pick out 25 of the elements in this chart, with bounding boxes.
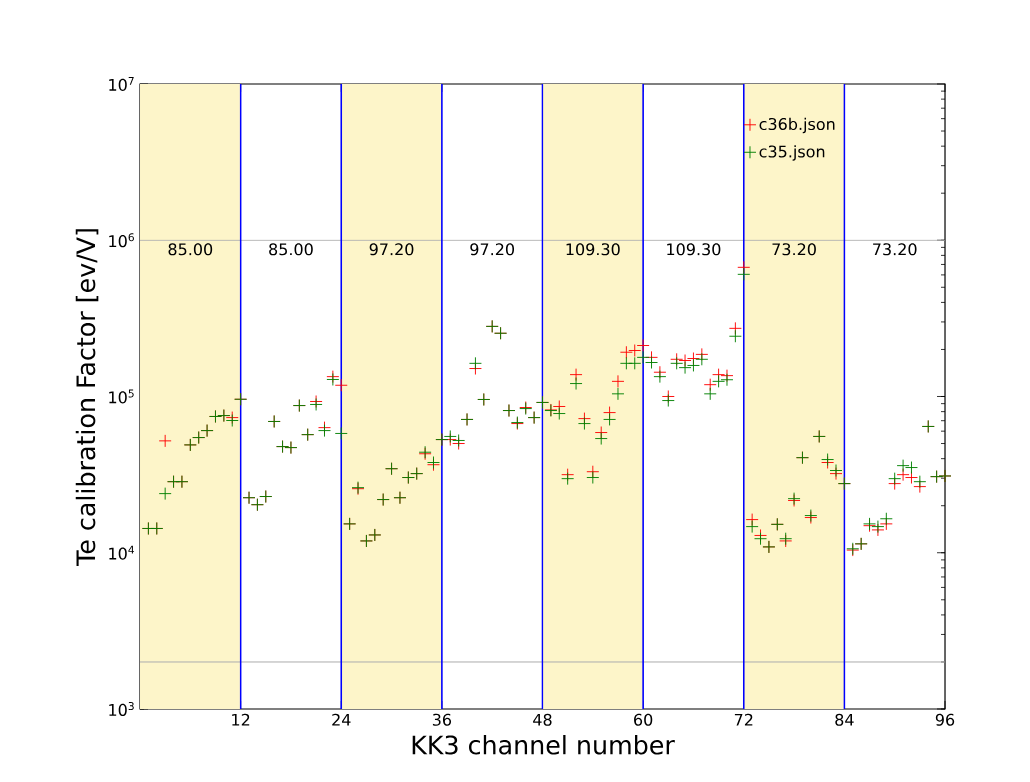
y-tick-label: 10$^{5}$	[109, 389, 134, 404]
y-tick-label: 10$^{7}$	[109, 77, 134, 91]
annotation: 97.20	[369, 243, 414, 256]
x-tick-label: 96	[935, 713, 955, 726]
x-tick-label: 12	[232, 713, 250, 726]
y-tick-label: 10$^{6}$	[109, 233, 134, 248]
x-tick-label: 60	[634, 713, 653, 726]
y-tick-label: 10$^{3}$	[109, 702, 134, 716]
annotation: 85.00	[168, 243, 213, 256]
annotation: 73.20	[873, 243, 917, 256]
x-tick-label: 36	[432, 713, 452, 726]
legend-label: c35.json	[759, 145, 825, 161]
x-tick-label: 84	[835, 713, 854, 726]
legend-label: c36b.json	[759, 117, 835, 134]
annotation: 97.20	[470, 243, 515, 256]
annotation: 109.30	[667, 243, 721, 256]
x-tick-label: 48	[533, 713, 552, 726]
x-tick-label: 24	[332, 713, 351, 726]
annotation: 109.30	[566, 243, 620, 256]
x-axis-title: KK3 channel number	[412, 734, 675, 755]
y-tick-label: 10$^{4}$	[109, 545, 135, 560]
annotation: 73.20	[772, 243, 816, 256]
annotation: 85.00	[269, 243, 313, 256]
y-axis-title: Te calibration Factor [ev/V]	[75, 229, 99, 566]
x-tick-label: 72	[734, 713, 753, 726]
